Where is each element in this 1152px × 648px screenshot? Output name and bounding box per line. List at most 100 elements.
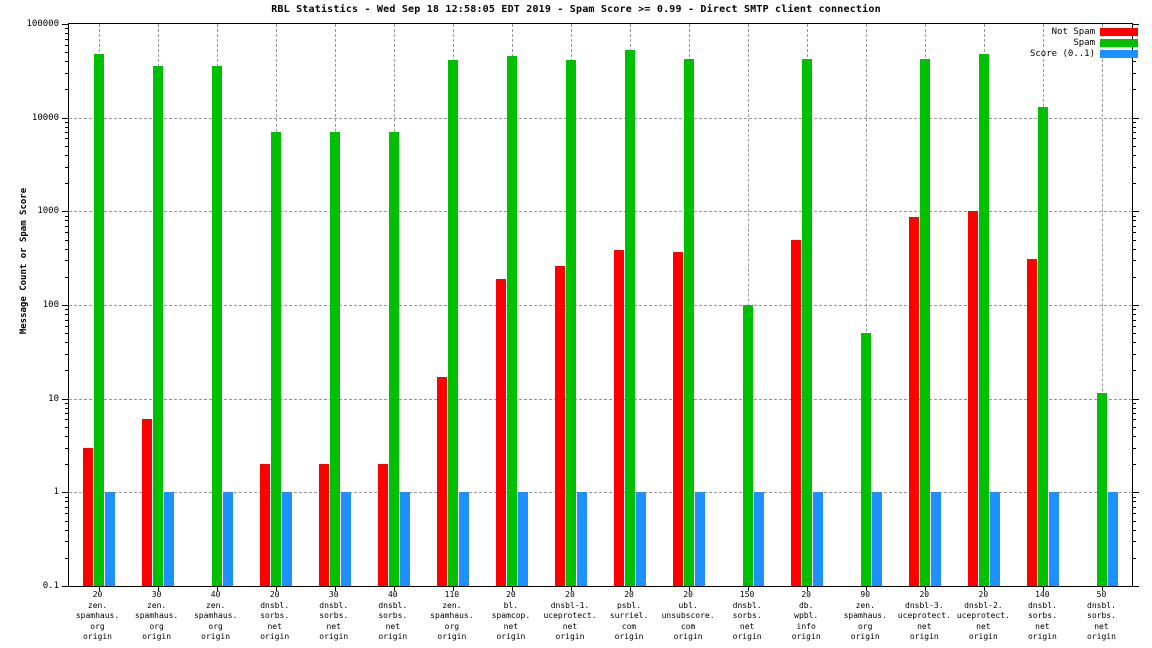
y-axis-tick-label: 1000 [37, 206, 59, 217]
y-axis-minor-tick [1132, 72, 1136, 74]
y-axis-minor-tick [65, 520, 69, 522]
y-axis-tick [62, 398, 69, 400]
y-axis-minor-tick [1132, 248, 1136, 250]
bar-not-spam [82, 447, 93, 586]
bar-score-0-1 [931, 492, 942, 586]
bar-score-0-1 [281, 492, 292, 586]
y-axis-minor-tick [1132, 370, 1136, 372]
x-axis-label-line: info [796, 621, 816, 631]
y-axis-minor-tick [1132, 513, 1136, 515]
x-axis-label-line: spamhaus. [193, 611, 238, 620]
x-axis-label-line: 90 [860, 590, 871, 599]
y-axis-minor-tick [65, 126, 69, 128]
y-axis-minor-tick [1132, 166, 1136, 168]
x-axis-tick [1043, 586, 1045, 591]
bar-not-spam [614, 249, 625, 586]
y-axis-minor-tick [65, 541, 69, 543]
x-axis-label-line: sorbs. [378, 611, 408, 620]
x-axis-label-line: 110 [444, 590, 460, 599]
x-axis-label-line: origin [319, 632, 349, 641]
x-axis-label-line: zen. [855, 600, 875, 610]
x-axis-tick [866, 586, 868, 591]
x-axis-label-line: 40 [387, 590, 398, 599]
y-axis-tick [1132, 117, 1139, 119]
y-axis-minor-tick [65, 215, 69, 217]
bar-not-spam [318, 464, 329, 586]
x-axis-label: 20 db. wpbl. info origin [792, 590, 821, 643]
y-axis-minor-tick [65, 314, 69, 316]
x-axis-label-line: org [90, 621, 105, 631]
bar-not-spam [495, 278, 506, 586]
x-axis-tick [807, 586, 809, 591]
bar-spam [506, 55, 517, 586]
y-axis-tick-label: 100000 [26, 19, 59, 29]
legend-color-swatch [1100, 39, 1138, 47]
bar-score-0-1 [813, 492, 824, 586]
y-axis-minor-tick [65, 342, 69, 344]
bar-score-0-1 [222, 492, 233, 586]
x-axis-label-line: 150 [739, 590, 755, 599]
legend-label: Score (0..1) [1029, 49, 1095, 59]
y-axis-minor-tick [1132, 501, 1136, 503]
y-axis-label: Message Count or Spam Score [19, 187, 29, 335]
bar-score-0-1 [517, 492, 528, 586]
x-axis-label-line: uceprotect. [543, 611, 597, 620]
y-axis-minor-tick [1132, 183, 1136, 185]
y-axis-minor-tick [1132, 314, 1136, 316]
gridline-vertical [1102, 24, 1104, 586]
y-axis-minor-tick [65, 353, 69, 355]
x-axis-label: 20 dnsbl-2. uceprotect. net origin [957, 590, 1010, 643]
y-axis-tick-label: 10000 [31, 112, 59, 123]
x-axis-label-line: dnsbl. [378, 600, 408, 610]
gridline-horizontal [69, 492, 1132, 494]
y-axis-minor-tick [65, 145, 69, 147]
x-axis-label-line: net [1094, 621, 1109, 631]
bar-score-0-1 [636, 492, 647, 586]
x-axis-label-line: net [267, 621, 282, 631]
x-axis-label-line: sorbs. [319, 611, 349, 620]
y-axis-minor-tick [65, 325, 69, 327]
x-axis-label-line: origin [201, 632, 231, 641]
bar-spam [565, 60, 576, 586]
y-axis-minor-tick [1132, 557, 1136, 559]
x-axis-tick [925, 586, 927, 591]
y-axis-tick [62, 24, 69, 25]
bar-not-spam [377, 464, 388, 586]
y-axis-minor-tick [65, 248, 69, 250]
x-axis-label-line: org [858, 621, 873, 631]
bar-score-0-1 [990, 492, 1001, 586]
y-axis-minor-tick [1132, 435, 1136, 437]
x-axis-label-line: net [562, 621, 578, 631]
y-axis-minor-tick [1132, 126, 1136, 128]
x-axis-label-line: dnsbl. [1027, 600, 1057, 610]
x-axis-label-line: ubl. [678, 600, 698, 610]
x-axis-label: 20 dnsbl-1. uceprotect. net origin [543, 590, 596, 643]
y-axis-minor-tick [1132, 407, 1136, 409]
y-axis-tick-label: 1 [53, 487, 59, 498]
y-axis-tick [62, 492, 69, 494]
x-axis-label: 140 dnsbl. sorbs. net origin [1028, 590, 1057, 643]
x-axis-label-line: net [976, 621, 991, 631]
x-axis-label-line: zen. [146, 600, 167, 610]
x-axis-labels: 20 zen. spamhaus. org origin 30 zen. spamhaus. o… [68, 590, 1133, 648]
x-axis-label-line: surriel. [609, 611, 649, 620]
y-axis-minor-tick [65, 72, 69, 74]
y-axis-tick-label: 0.1 [42, 581, 59, 591]
bar-score-0-1 [340, 492, 351, 586]
x-axis-label-line: 20 [92, 590, 103, 599]
gridline-vertical [866, 24, 868, 586]
y-axis-minor-tick [1132, 520, 1136, 522]
x-axis-label-line: dnsbl. [732, 600, 762, 610]
bar-spam [270, 132, 281, 586]
x-axis-label-line: net [326, 621, 341, 631]
x-axis-label-line: 20 [269, 590, 280, 599]
y-axis-minor-tick [65, 138, 69, 140]
x-axis-label-line: 30 [151, 590, 162, 599]
y-axis-minor-tick [1132, 529, 1136, 531]
x-axis-label-line: origin [378, 632, 408, 641]
x-axis-label-line: dnsbl-1. [550, 600, 590, 610]
y-axis-minor-tick [1132, 232, 1136, 234]
x-axis-label-line: spamcop. [491, 611, 531, 620]
x-axis-label-line: uceprotect. [956, 611, 1010, 620]
x-axis-label-line: dnsbl. [1087, 600, 1116, 610]
